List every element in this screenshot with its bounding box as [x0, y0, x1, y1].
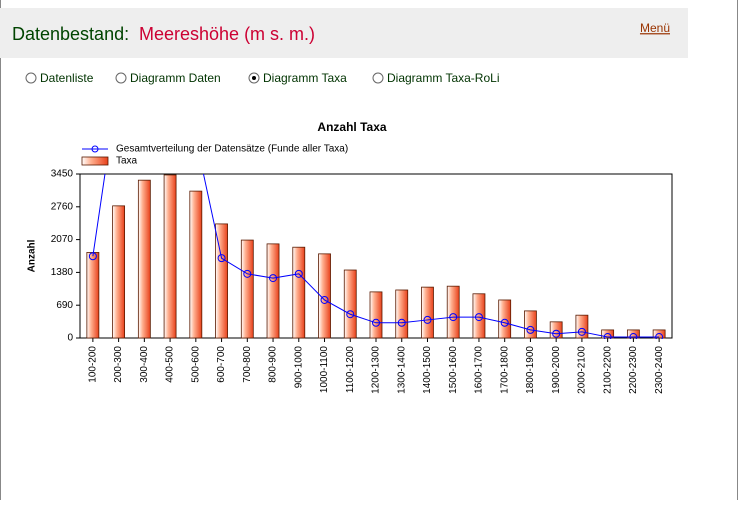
- x-tick-label: 600-700: [216, 346, 227, 383]
- y-tick-label: 2070: [51, 234, 74, 245]
- bar: [86, 252, 100, 339]
- line-marker: [655, 333, 664, 339]
- radio-option[interactable]: Datenliste: [25, 71, 94, 85]
- radio-button[interactable]: [372, 72, 384, 84]
- header-label: Datenbestand:: [12, 24, 129, 44]
- bar: [421, 286, 434, 339]
- radio-option[interactable]: Diagramm Taxa: [248, 71, 347, 85]
- line-marker: [500, 318, 509, 327]
- bar: [189, 190, 203, 339]
- line-marker: [577, 327, 586, 336]
- line-marker: [526, 325, 535, 334]
- x-tick-label: 800-900: [268, 346, 279, 383]
- radio-option[interactable]: Diagramm Daten: [115, 71, 221, 85]
- bar: [395, 289, 409, 339]
- line-marker: [449, 313, 458, 322]
- x-tick-label: 300-400: [139, 346, 150, 383]
- line-marker: [192, 135, 199, 142]
- chart-title: Anzahl Taxa: [317, 120, 386, 134]
- line-marker: [167, 59, 174, 66]
- x-tick-label: 500-600: [190, 346, 201, 383]
- legend-swatch: [81, 156, 109, 166]
- bar: [318, 253, 331, 339]
- plot-clip: [86, 59, 666, 339]
- bar: [137, 179, 151, 339]
- line-marker: [603, 333, 612, 339]
- header-value: Meereshöhe (m s. m.): [139, 24, 315, 44]
- line-marker: [372, 318, 380, 327]
- x-tick-label: 1800-1900: [525, 346, 536, 394]
- line-marker: [88, 252, 97, 261]
- line-marker: [243, 269, 252, 278]
- line-marker: [269, 274, 278, 283]
- bar: [369, 291, 383, 339]
- radio-option[interactable]: Diagramm Taxa-RoLi: [372, 71, 499, 85]
- bar: [472, 293, 486, 339]
- line-marker: [552, 329, 561, 338]
- x-tick-label: 1400-1500: [422, 346, 433, 394]
- bar: [343, 269, 357, 339]
- line-marker: [294, 269, 303, 278]
- x-tick-label: 1600-1700: [474, 346, 485, 394]
- line-marker: [474, 313, 483, 322]
- x-tick-label: 1100-1200: [345, 346, 356, 394]
- bar: [163, 174, 177, 339]
- y-tick-label: 690: [56, 300, 73, 311]
- line-marker: [397, 318, 406, 327]
- header-bar: [0, 8, 688, 58]
- x-tick-label: 400-500: [165, 346, 176, 383]
- radio-button[interactable]: [115, 72, 127, 84]
- line-marker: [346, 310, 355, 319]
- legend-marker: [91, 145, 99, 153]
- x-tick-label: 100-200: [88, 346, 99, 383]
- bar: [446, 285, 460, 339]
- x-tick-label: 1300-1400: [396, 346, 407, 394]
- x-tick-label: 2000-2100: [577, 346, 588, 394]
- x-tick-label: 700-800: [242, 346, 253, 383]
- line-marker: [629, 333, 638, 339]
- x-tick-label: 200-300: [113, 346, 124, 383]
- line-marker: [423, 315, 432, 324]
- x-tick-label: 1500-1600: [448, 346, 459, 394]
- menu-link[interactable]: Menü: [640, 21, 670, 35]
- x-tick-label: 1000-1100: [319, 346, 330, 394]
- bar: [524, 310, 537, 339]
- y-tick-label: 2760: [51, 201, 74, 212]
- radio-label: Datenliste: [40, 71, 94, 85]
- line-marker: [320, 295, 329, 304]
- y-tick-label: 3450: [51, 169, 74, 180]
- bar: [292, 246, 306, 339]
- radio-label: Diagramm Daten: [130, 71, 221, 85]
- y-tick-label: 1380: [51, 267, 74, 278]
- bar: [575, 314, 589, 339]
- x-tick-label: 2300-2400: [654, 346, 665, 394]
- legend-label: Gesamtverteilung der Datensätze (Funde a…: [116, 144, 348, 155]
- radio-button[interactable]: [25, 72, 37, 84]
- radio-dot: [252, 76, 256, 80]
- x-tick-label: 1700-1800: [499, 346, 510, 394]
- y-axis-label: Anzahl: [27, 239, 38, 272]
- y-tick-label: 0: [67, 333, 73, 344]
- x-tick-label: 900-1000: [293, 346, 304, 389]
- legend-label: Taxa: [116, 156, 138, 167]
- bar: [112, 205, 126, 339]
- x-tick-label: 2100-2200: [602, 346, 613, 394]
- radio-label: Diagramm Taxa: [263, 71, 347, 85]
- x-tick-label: 1200-1300: [371, 346, 382, 394]
- x-tick-label: 2200-2300: [628, 346, 639, 394]
- view-options: Datenliste Diagramm Daten Diagramm Taxa Dia…: [25, 71, 499, 85]
- bar: [215, 223, 228, 339]
- bar: [266, 243, 280, 339]
- radio-label: Diagramm Taxa-RoLi: [387, 71, 499, 85]
- line-marker: [217, 254, 226, 263]
- bar: [240, 239, 254, 339]
- line: [92, 174, 660, 338]
- x-tick-label: 1900-2000: [551, 346, 562, 394]
